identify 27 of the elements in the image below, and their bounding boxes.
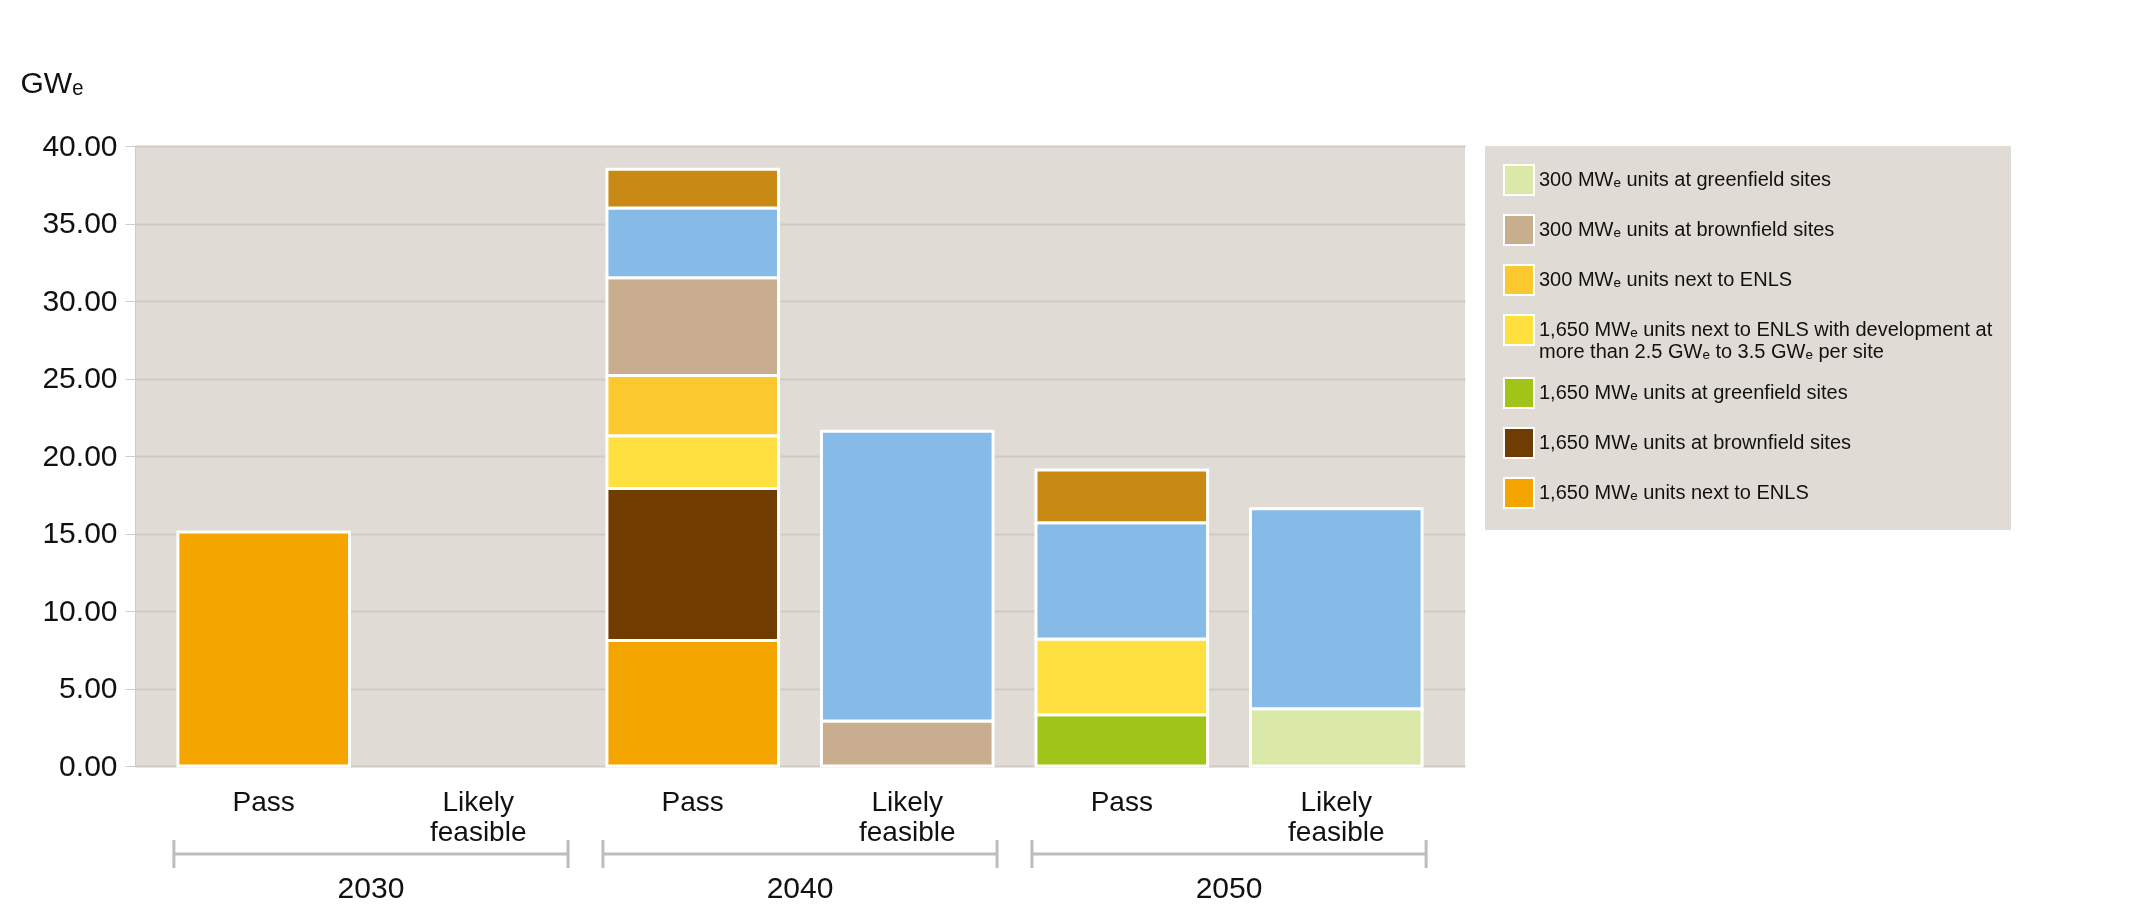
y-tick-label: 25.00 bbox=[42, 361, 118, 394]
legend-label: 300 MWₑ units next to ENLS bbox=[1539, 268, 1793, 290]
legend-label: 1,650 MWₑ units next to ENLS with development at more than 2.5 GWₑ to 3.5 GWₑ per site bbox=[1539, 318, 1993, 362]
y-tick-label: 35.00 bbox=[42, 206, 118, 239]
legend-label: 1,650 MWₑ units next to ENLS bbox=[1539, 481, 1809, 503]
text: 2040 bbox=[766, 871, 834, 904]
x-tick-label: Pass bbox=[232, 785, 295, 817]
legend-label: 1,650 MWₑ units at brownfield sites bbox=[1539, 431, 1852, 453]
x-tick-label: Likely feasible bbox=[859, 785, 956, 847]
y-tick-label: 20.00 bbox=[42, 438, 118, 472]
x-tick-label: Pass bbox=[1090, 785, 1153, 817]
x-tick-label: Likely feasible bbox=[1288, 785, 1385, 847]
legend-label: 300 MWₑ units at brownfield sites bbox=[1539, 218, 1835, 240]
legend-label: 300 MWₑ units at greenfield sites bbox=[1539, 168, 1832, 190]
y-tick-label: 5.00 bbox=[59, 671, 118, 704]
text: 2030 bbox=[337, 871, 405, 904]
bar bbox=[176, 530, 352, 768]
y-tick-label: 0.00 bbox=[59, 748, 118, 782]
x-tick-label: Likely feasible bbox=[429, 785, 527, 847]
legend-label: 1,650 MWₑ units at greenfield sites bbox=[1539, 381, 1848, 403]
y-tick-label: 30.00 bbox=[42, 283, 118, 317]
y-tick-label: 15.00 bbox=[42, 516, 118, 549]
x-tick-label: Pass bbox=[661, 785, 724, 817]
text: 2050 bbox=[1195, 871, 1263, 904]
y-axis-title: GWₑ bbox=[20, 65, 84, 99]
y-tick-label: 10.00 bbox=[42, 593, 118, 627]
y-tick-label: 40.00 bbox=[42, 128, 118, 162]
